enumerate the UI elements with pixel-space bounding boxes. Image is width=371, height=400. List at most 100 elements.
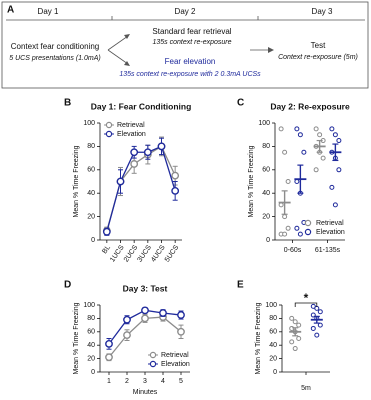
individual-point: [294, 179, 300, 184]
individual-point: [314, 332, 320, 338]
x-tick-label: 3: [143, 378, 147, 385]
x-tick-label: 2: [125, 378, 129, 385]
individual-point: [282, 231, 288, 237]
individual-point: [289, 339, 295, 345]
individual-point: [289, 325, 295, 331]
step-title: Context fear conditioning: [11, 42, 100, 51]
significance-star: *: [304, 291, 309, 305]
y-tick-label: 100: [258, 120, 270, 127]
chart-title: Day 3: Test: [123, 283, 168, 293]
individual-point: [313, 126, 319, 132]
y-axis-label: Mean % Time Freezing: [248, 145, 255, 217]
y-tick-label: 60: [262, 167, 270, 174]
individual-point: [317, 132, 323, 138]
data-point: [171, 186, 180, 195]
panel-a-frame: [1, 1, 369, 89]
individual-point: [297, 132, 303, 138]
step-title: Fear elevation: [165, 57, 216, 66]
chart-title: Day 1: Fear Conditioning: [91, 101, 192, 111]
panel-label: B: [64, 98, 71, 109]
panel-label: A: [7, 5, 14, 16]
step-title: Standard fear retrieval: [152, 27, 231, 36]
x-tick-label: 5UCS: [164, 244, 181, 264]
individual-point: [317, 322, 323, 328]
x-tick-label: BL: [101, 244, 112, 255]
individual-point: [320, 155, 326, 161]
individual-point: [332, 132, 338, 138]
data-point: [159, 309, 167, 317]
y-tick-label: 100: [83, 302, 95, 309]
significance-bracket: [294, 302, 318, 307]
data-point: [177, 311, 185, 319]
individual-point: [296, 322, 302, 328]
data-point: [102, 227, 111, 236]
individual-point: [310, 325, 316, 331]
individual-point: [336, 138, 342, 144]
data-point: [105, 339, 113, 348]
x-tick-label: 1: [107, 378, 111, 385]
x-tick-label: 0-60s: [284, 247, 302, 254]
individual-point: [282, 149, 288, 155]
individual-point: [278, 126, 284, 132]
individual-point: [292, 319, 298, 325]
legend-marker: [105, 130, 113, 138]
data-point: [141, 314, 149, 323]
data-point: [157, 142, 166, 151]
day-label: Day 2: [175, 7, 196, 16]
day-label: Day 3: [312, 7, 333, 16]
individual-point: [297, 231, 303, 237]
y-tick-label: 60: [269, 329, 277, 336]
step-detail: Context re-exposure (5m): [278, 54, 358, 61]
arrow-head: [268, 47, 274, 53]
individual-point: [329, 126, 335, 132]
data-point: [171, 171, 180, 180]
legend-marker: [304, 228, 312, 236]
data-point: [123, 315, 131, 324]
x-tick-label: 5m: [301, 385, 311, 392]
y-tick-label: 40: [87, 190, 95, 197]
individual-point: [329, 184, 335, 190]
y-tick-label: 20: [269, 355, 277, 362]
y-tick-label: 60: [87, 167, 95, 174]
y-axis-label: Mean % Time Freezing: [255, 302, 262, 374]
x-tick-label: 61-135s: [315, 247, 341, 254]
y-tick-label: 0: [91, 237, 95, 244]
y-tick-label: 20: [87, 355, 95, 362]
data-point: [105, 353, 113, 362]
y-tick-label: 0: [266, 237, 270, 244]
y-tick-label: 80: [87, 143, 95, 150]
y-tick-label: 40: [262, 190, 270, 197]
individual-point: [296, 336, 302, 341]
x-axis-label: Minutes: [133, 389, 158, 396]
individual-point: [336, 167, 342, 173]
panel-label: D: [64, 280, 71, 291]
x-tick-label: 4: [161, 378, 165, 385]
timeline: [6, 16, 365, 65]
legend-label: Elevation: [117, 131, 146, 138]
individual-point: [310, 303, 316, 309]
legend-label: Retrieval: [117, 122, 145, 129]
individual-point: [278, 202, 284, 208]
series-line: [106, 145, 176, 232]
y-tick-label: 80: [87, 315, 95, 322]
legend-marker: [105, 121, 113, 129]
y-tick-label: 100: [83, 120, 95, 127]
step-detail: 5 UCS presentations (1.0mA): [9, 55, 100, 62]
chart-title: Day 2: Re-exposure: [270, 101, 350, 111]
legend-marker: [149, 351, 157, 359]
y-tick-label: 80: [269, 315, 277, 322]
data-point: [143, 148, 152, 157]
data-point: [116, 177, 125, 186]
panel-label: C: [237, 98, 244, 109]
individual-point: [301, 149, 307, 155]
y-axis-label: Mean % Time Freezing: [73, 302, 80, 374]
data-point: [141, 306, 149, 315]
individual-point: [332, 202, 338, 208]
legend-label: Elevation: [161, 361, 190, 368]
individual-point: [285, 225, 291, 231]
y-tick-label: 100: [265, 302, 277, 309]
y-tick-label: 0: [273, 369, 277, 376]
legend-label: Retrieval: [161, 352, 189, 359]
individual-point: [313, 167, 319, 173]
y-axis-label: Mean % Time Freezing: [73, 145, 80, 217]
